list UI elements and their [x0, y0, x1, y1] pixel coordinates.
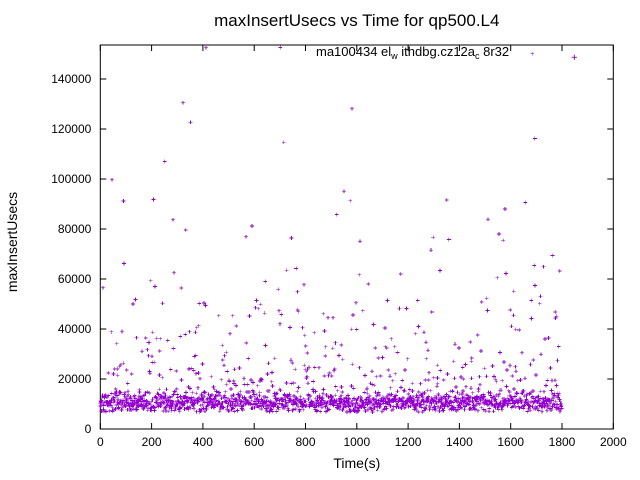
svg-text:400: 400	[193, 435, 213, 449]
svg-text:maxInsertUsecs: maxInsertUsecs	[4, 192, 20, 292]
svg-text:800: 800	[295, 435, 315, 449]
svg-text:1400: 1400	[446, 435, 473, 449]
svg-text:1600: 1600	[497, 435, 524, 449]
svg-text:80000: 80000	[58, 222, 92, 236]
svg-text:20000: 20000	[58, 372, 92, 386]
svg-text:1800: 1800	[549, 435, 576, 449]
svg-text:600: 600	[244, 435, 264, 449]
svg-text:ma100434 elw ithdbg.cz12ac 8r3: ma100434 elw ithdbg.cz12ac 8r32	[316, 44, 509, 61]
svg-text:maxInsertUsecs vs Time for qp5: maxInsertUsecs vs Time for qp500.L4	[214, 11, 499, 30]
svg-text:140000: 140000	[51, 72, 91, 86]
svg-text:120000: 120000	[51, 122, 91, 136]
svg-text:Time(s): Time(s)	[333, 455, 380, 471]
svg-text:40000: 40000	[58, 322, 92, 336]
svg-text:1200: 1200	[395, 435, 422, 449]
svg-text:0: 0	[97, 435, 104, 449]
svg-text:0: 0	[85, 422, 92, 436]
svg-text:60000: 60000	[58, 272, 92, 286]
svg-text:2000: 2000	[600, 435, 627, 449]
svg-text:1000: 1000	[343, 435, 370, 449]
svg-text:100000: 100000	[51, 172, 91, 186]
svg-text:200: 200	[142, 435, 162, 449]
